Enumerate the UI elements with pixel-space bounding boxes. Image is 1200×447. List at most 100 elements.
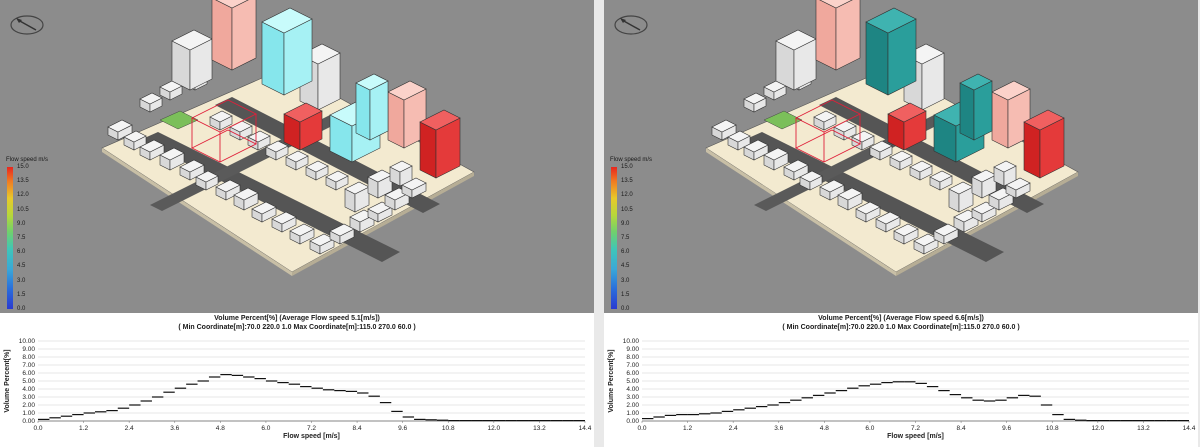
y-tick-label: 9.00 <box>22 346 35 353</box>
small-building <box>265 140 289 161</box>
x-tick-label: 1.2 <box>683 425 692 432</box>
y-tick-label: 0.00 <box>626 418 639 425</box>
chart-title: Volume Percent[%] (Average Flow speed 6.… <box>818 315 984 322</box>
small-building <box>159 147 185 171</box>
small-building <box>309 233 335 255</box>
legend-tick-label: 9.0 <box>621 220 630 227</box>
legend-title: Flow speed m/s <box>610 157 653 163</box>
volume-percent-chart: Volume Percent[%] (Average Flow speed 6.… <box>604 313 1198 447</box>
small-building <box>209 110 233 131</box>
legend-title: Flow speed m/s <box>6 157 49 163</box>
legend-tick-label: 0.0 <box>17 306 26 312</box>
legend-tick-label: 15.0 <box>17 164 29 170</box>
x-tick-label: 10.8 <box>442 425 455 432</box>
small-building <box>233 187 259 211</box>
small-building <box>889 150 913 171</box>
small-building <box>107 119 133 141</box>
x-tick-label: 13.2 <box>533 425 546 432</box>
legend-tick-label: 0.0 <box>621 306 630 312</box>
x-tick-label: 9.6 <box>398 425 407 432</box>
building-pink-tower <box>815 0 861 71</box>
y-tick-label: 0.00 <box>22 418 35 425</box>
y-tick-label: 4.00 <box>22 386 35 393</box>
small-building <box>711 119 737 141</box>
x-axis-label: Flow speed [m/s] <box>283 433 340 440</box>
legend-tick-label: 7.5 <box>621 235 630 241</box>
x-tick-label: 6.0 <box>261 425 270 432</box>
small-building <box>305 160 329 181</box>
building-pink-tower <box>211 0 257 71</box>
y-tick-label: 7.00 <box>22 362 35 369</box>
city-model-scene <box>614 0 1079 276</box>
small-building <box>401 177 427 199</box>
x-tick-label: 14.4 <box>579 425 592 432</box>
small-building <box>329 223 355 245</box>
x-tick-label: 14.4 <box>1183 425 1196 432</box>
small-building <box>139 139 165 161</box>
legend-tick-label: 10.5 <box>17 206 29 213</box>
x-tick-label: 4.8 <box>216 425 225 432</box>
small-building <box>909 160 933 181</box>
y-axis-label: Volume Percent[%] <box>4 349 11 412</box>
chart-plot: 0.001.002.003.004.005.006.007.008.009.00… <box>608 338 1196 440</box>
building-highlighted <box>261 7 313 96</box>
building-highlighted <box>355 73 389 141</box>
small-building <box>195 170 219 191</box>
chart-title: Volume Percent[%] (Average Flow speed 5.… <box>214 315 380 322</box>
building-red <box>887 102 927 151</box>
y-tick-label: 6.00 <box>22 370 35 377</box>
small-building <box>215 179 241 201</box>
y-tick-label: 2.00 <box>626 402 639 409</box>
legend-tick-label: 12.0 <box>621 192 633 199</box>
small-building <box>743 139 769 161</box>
park <box>763 110 803 130</box>
small-building <box>929 170 953 191</box>
legend-tick-label: 4.5 <box>621 263 630 270</box>
small-building <box>727 130 751 151</box>
legend-tick-label: 15.0 <box>621 164 633 170</box>
x-tick-label: 12.0 <box>1092 425 1105 432</box>
building-red <box>283 102 323 151</box>
x-tick-label: 12.0 <box>488 425 501 432</box>
legend-color-bar <box>611 167 617 309</box>
legend-tick-label: 1.5 <box>17 291 26 298</box>
building-white <box>775 29 817 91</box>
y-tick-label: 5.00 <box>22 378 35 385</box>
y-tick-label: 3.00 <box>22 394 35 401</box>
y-tick-label: 1.00 <box>22 410 35 417</box>
building-red <box>1023 109 1065 179</box>
x-tick-label: 10.8 <box>1046 425 1059 432</box>
x-tick-label: 7.2 <box>911 425 920 432</box>
y-tick-label: 6.00 <box>626 370 639 377</box>
small-building <box>913 233 939 255</box>
small-building <box>799 170 823 191</box>
y-tick-label: 8.00 <box>626 354 639 361</box>
left-result-panel: Flow speed m/s 15.0 13.5 12.0 10.5 9.0 7.5 6.0… <box>0 0 594 447</box>
x-tick-label: 1.2 <box>79 425 88 432</box>
x-tick-label: 2.4 <box>125 425 134 432</box>
x-tick-label: 3.6 <box>774 425 783 432</box>
legend-color-bar <box>7 167 13 309</box>
small-building <box>893 223 919 245</box>
y-tick-label: 2.00 <box>22 402 35 409</box>
small-building <box>783 159 809 181</box>
y-tick-label: 1.00 <box>626 410 639 417</box>
x-axis-label: Flow speed [m/s] <box>887 433 944 440</box>
city-model-scene <box>10 0 475 276</box>
x-tick-label: 2.4 <box>729 425 738 432</box>
legend-tick-label: 1.5 <box>621 291 630 298</box>
small-building <box>763 147 789 171</box>
color-legend: Flow speed m/s 15.0 13.5 12.0 10.5 9.0 7.5 6.0… <box>6 157 66 317</box>
small-building <box>325 170 349 191</box>
y-tick-label: 3.00 <box>626 394 639 401</box>
3d-viewport[interactable]: Flow speed m/s 15.0 13.5 12.0 10.5 9.0 7.5 6.0… <box>604 0 1198 313</box>
3d-viewport[interactable]: Flow speed m/s 15.0 13.5 12.0 10.5 9.0 7.5 6.0… <box>0 0 594 313</box>
small-building <box>813 110 837 131</box>
building-white <box>171 29 213 91</box>
x-tick-label: 8.4 <box>957 425 966 432</box>
small-building <box>247 130 271 151</box>
small-building <box>179 159 205 181</box>
y-tick-label: 9.00 <box>626 346 639 353</box>
x-tick-label: 0.0 <box>637 425 646 432</box>
small-building <box>875 211 901 233</box>
